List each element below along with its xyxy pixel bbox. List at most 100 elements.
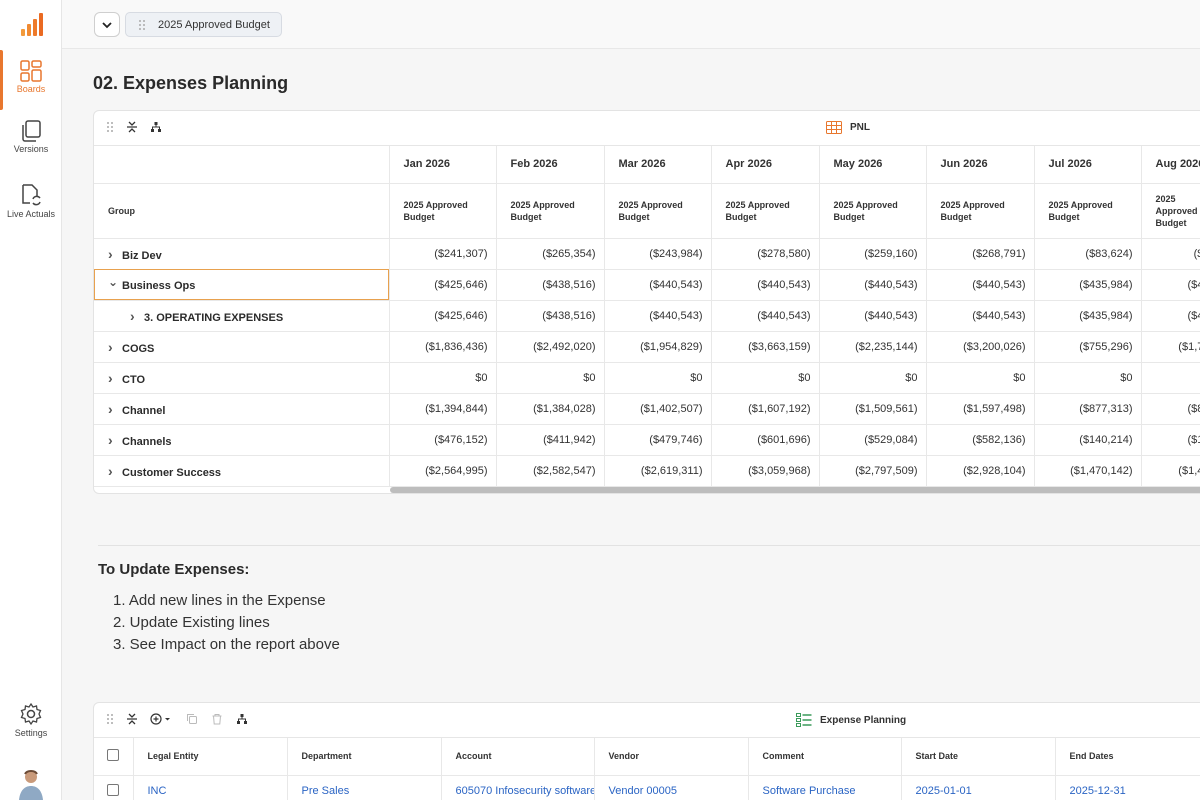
month-header[interactable]: Jul 2026 [1034,146,1142,184]
table-row[interactable]: Channel ($1,394,844)($1,384,028)($1,402,5… [94,393,1200,425]
sidebar-item-versions[interactable]: Versions [0,120,62,154]
table-row[interactable]: CTO$0$0$0$0$0$0$0 [94,362,1200,394]
account-cell[interactable]: 605070 Infosecurity software [441,775,595,800]
month-header[interactable]: May 2026 [819,146,927,184]
value-cell[interactable]: ($8 [1141,238,1200,270]
hierarchy-icon[interactable] [150,121,162,133]
value-cell[interactable]: ($241,307) [389,238,497,270]
value-cell[interactable]: ($440,543) [711,269,820,301]
value-cell[interactable]: ($243,984) [604,238,712,270]
value-cell[interactable]: ($43 [1141,300,1200,332]
value-cell[interactable]: ($2,492,020) [496,331,605,363]
value-cell[interactable]: ($259,160) [819,238,927,270]
row-checkbox[interactable] [107,783,119,796]
value-cell[interactable]: ($1,509,561) [819,393,927,425]
value-cell[interactable]: ($2,582,547) [496,455,605,487]
group-cell[interactable]: Customer Success [94,455,390,487]
drag-handle-icon[interactable] [106,121,114,133]
drag-handle-icon[interactable] [138,19,146,31]
value-cell[interactable]: $0 [1034,362,1142,394]
chevron-down-icon[interactable] [108,278,122,292]
value-cell[interactable]: ($1,607,192) [711,393,820,425]
month-header[interactable]: Aug 2026 [1141,146,1200,184]
legal-entity-cell[interactable]: INC [133,775,288,800]
value-cell[interactable]: ($3,200,026) [926,331,1035,363]
value-cell[interactable]: ($2,797,509) [819,455,927,487]
value-cell[interactable]: ($265,354) [496,238,605,270]
chevron-right-icon[interactable] [130,308,144,324]
month-header[interactable]: Jan 2026 [389,146,497,184]
value-cell[interactable]: $0 [819,362,927,394]
table-row[interactable]: INC Pre Sales 605070 Infosecurity softwa… [94,775,1200,800]
value-cell[interactable]: ($438,516) [496,300,605,332]
end-date-cell[interactable]: 2025-12-31 [1055,775,1200,800]
value-cell[interactable]: ($440,543) [926,300,1035,332]
value-cell[interactable]: ($438,516) [496,269,605,301]
column-header[interactable]: Vendor [594,738,749,776]
column-header[interactable]: End Dates [1055,738,1200,776]
group-cell[interactable]: CTO [94,362,390,394]
collapse-all-icon[interactable] [126,121,138,133]
value-cell[interactable]: ($83,624) [1034,238,1142,270]
value-cell[interactable]: ($440,543) [819,269,927,301]
table-row[interactable]: 3. OPERATING EXPENSES ($425,646)($438,516… [94,300,1200,332]
value-cell[interactable]: ($435,984) [1034,300,1142,332]
value-cell[interactable]: ($529,084) [819,424,927,456]
chevron-right-icon[interactable] [108,339,122,355]
copy-icon[interactable] [186,713,198,725]
value-cell[interactable]: $0 [389,362,497,394]
value-cell[interactable]: ($425,646) [389,300,497,332]
value-cell[interactable]: ($755,296) [1034,331,1142,363]
table-row[interactable]: Channels($476,152)($411,942)($479,746)($… [94,424,1200,456]
collapse-button[interactable] [94,12,120,37]
select-all-checkbox[interactable] [107,749,119,762]
group-cell[interactable]: Business Ops [94,269,390,301]
horizontal-scrollbar[interactable] [390,487,1200,493]
value-cell[interactable]: ($2,928,104) [926,455,1035,487]
board-tab[interactable]: 2025 Approved Budget [125,12,282,37]
vendor-cell[interactable]: Vendor 00005 [594,775,749,800]
table-row[interactable]: COGS ($1,836,436)($2,492,020)($1,954,829)… [94,331,1200,363]
sidebar-item-settings[interactable]: Settings [0,702,62,738]
chevron-right-icon[interactable] [108,432,122,448]
value-cell[interactable]: ($140,214) [1034,424,1142,456]
app-logo-icon[interactable] [19,10,45,38]
value-cell[interactable]: ($440,543) [711,300,820,332]
chevron-right-icon[interactable] [108,463,122,479]
value-cell[interactable]: ($268,791) [926,238,1035,270]
value-cell[interactable]: ($1,954,829) [604,331,712,363]
group-cell[interactable]: COGS [94,331,390,363]
value-cell[interactable]: ($278,580) [711,238,820,270]
value-cell[interactable]: ($1,597,498) [926,393,1035,425]
value-cell[interactable]: ($3,663,159) [711,331,820,363]
add-row-icon[interactable] [150,713,174,725]
value-cell[interactable]: ($1,470,142) [1034,455,1142,487]
value-cell[interactable]: ($440,543) [926,269,1035,301]
column-header[interactable]: Comment [748,738,902,776]
value-cell[interactable]: ($1,402,507) [604,393,712,425]
table-row[interactable]: Biz Dev($241,307)($265,354)($243,984)($2… [94,238,1200,270]
table-row[interactable]: Customer Success ($2,564,995)($2,582,547)… [94,455,1200,487]
month-header[interactable]: Feb 2026 [496,146,605,184]
value-cell[interactable]: ($2,235,144) [819,331,927,363]
value-cell[interactable]: ($2,619,311) [604,455,712,487]
value-cell[interactable]: ($14 [1141,424,1200,456]
group-cell[interactable]: Biz Dev [94,238,390,270]
value-cell[interactable]: ($425,646) [389,269,497,301]
column-header[interactable]: Account [441,738,595,776]
value-cell[interactable]: ($2,564,995) [389,455,497,487]
column-header[interactable]: Department [287,738,442,776]
month-header[interactable]: Jun 2026 [926,146,1035,184]
value-cell[interactable]: ($877,313) [1034,393,1142,425]
avatar[interactable] [17,768,45,800]
chevron-right-icon[interactable] [108,401,122,417]
value-cell[interactable]: $0 [604,362,712,394]
value-cell[interactable]: ($3,059,968) [711,455,820,487]
group-cell[interactable]: 3. OPERATING EXPENSES [94,300,390,332]
value-cell[interactable] [1141,362,1200,394]
value-cell[interactable]: ($440,543) [604,300,712,332]
value-cell[interactable]: ($1,394,844) [389,393,497,425]
value-cell[interactable]: $0 [926,362,1035,394]
department-cell[interactable]: Pre Sales [287,775,442,800]
group-header[interactable]: Group [94,183,390,239]
